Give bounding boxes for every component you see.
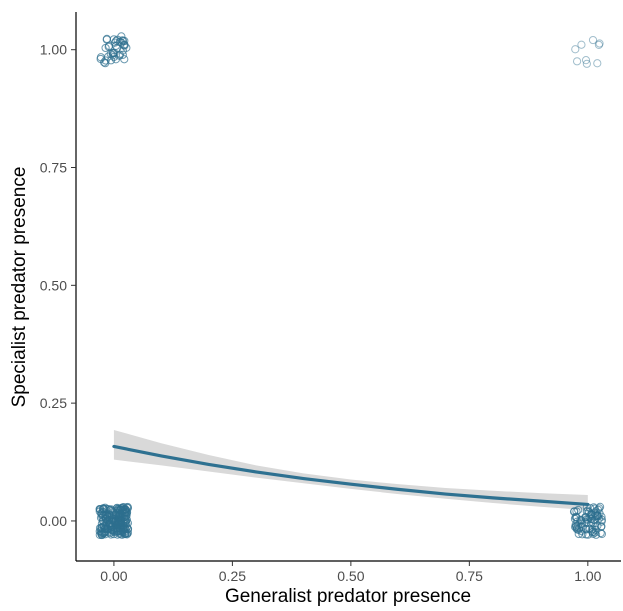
- data-point: [101, 512, 110, 522]
- data-point: [582, 59, 591, 68]
- data-point: [117, 503, 126, 512]
- data-point: [99, 529, 108, 538]
- points-layer: [95, 32, 607, 540]
- data-point: [107, 505, 116, 514]
- y-tick-label: 0.25: [40, 395, 67, 411]
- data-point: [105, 521, 114, 530]
- data-point: [118, 50, 127, 59]
- data-point: [595, 39, 604, 48]
- y-tick-label: 0.75: [40, 160, 67, 176]
- data-point: [95, 507, 104, 516]
- data-point: [588, 528, 597, 537]
- data-point: [571, 45, 580, 54]
- data-point: [113, 503, 122, 512]
- data-point: [574, 505, 583, 515]
- data-point: [122, 506, 131, 515]
- data-point: [122, 43, 131, 52]
- fit-line: [112, 444, 590, 507]
- data-point: [587, 510, 596, 519]
- data-point: [105, 41, 114, 51]
- data-point: [591, 511, 600, 521]
- data-point: [101, 56, 110, 65]
- data-point: [109, 49, 118, 58]
- data-point: [581, 525, 591, 534]
- y-tick-label: 0.00: [40, 513, 67, 529]
- y-ticks: 0.00 0.25 0.50 0.75 1.00: [40, 42, 76, 529]
- x-axis-title: Generalist predator presence: [225, 586, 471, 607]
- data-point: [583, 530, 593, 539]
- data-point: [572, 57, 582, 66]
- data-point: [97, 523, 106, 532]
- x-tick-label: 0.00: [100, 568, 127, 584]
- x-tick-label: 1.00: [574, 568, 601, 584]
- x-ticks: 0.00 0.25 0.50 0.75 1.00: [100, 561, 602, 584]
- y-tick-label: 0.50: [40, 277, 67, 293]
- data-point: [593, 59, 602, 68]
- data-point: [584, 507, 594, 517]
- confidence-band: [113, 429, 588, 511]
- data-point: [123, 525, 133, 534]
- data-point: [593, 521, 602, 530]
- data-point: [596, 528, 605, 538]
- data-point: [120, 41, 129, 50]
- x-tick-label: 0.75: [456, 568, 483, 584]
- data-point: [571, 513, 580, 522]
- data-point: [597, 522, 606, 531]
- data-point: [113, 518, 123, 528]
- data-point: [118, 530, 127, 539]
- data-point: [581, 56, 591, 65]
- y-axis-title: Specialist predator presence: [9, 167, 30, 408]
- x-tick-label: 0.25: [219, 568, 246, 584]
- data-point: [594, 40, 604, 50]
- data-point: [120, 55, 129, 64]
- data-point: [577, 40, 586, 49]
- data-point: [109, 527, 118, 536]
- data-point: [115, 513, 125, 523]
- data-point: [588, 35, 598, 45]
- y-tick-label: 1.00: [40, 42, 67, 58]
- data-point: [100, 58, 109, 67]
- x-tick-label: 0.50: [337, 568, 364, 584]
- fit-line-layer: [112, 444, 590, 507]
- data-point: [574, 529, 583, 539]
- data-point: [589, 519, 598, 528]
- data-point: [573, 517, 582, 526]
- data-point: [597, 515, 607, 524]
- data-point: [582, 515, 591, 524]
- data-point: [595, 502, 605, 511]
- data-point: [574, 521, 583, 530]
- confidence-band-layer: [113, 429, 588, 511]
